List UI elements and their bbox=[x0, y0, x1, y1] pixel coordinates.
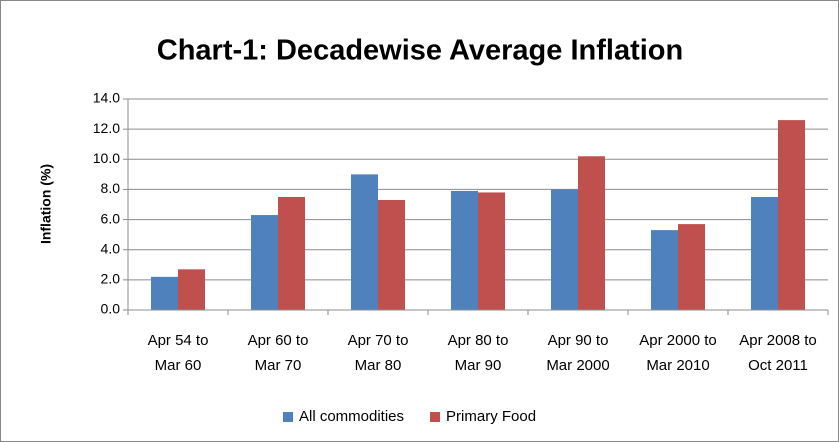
x-tick-label: Apr 70 to Mar 80 bbox=[347, 332, 409, 374]
bar bbox=[551, 189, 578, 310]
bar bbox=[278, 196, 305, 310]
x-tick-label: Apr 90 to Mar 2000 bbox=[546, 332, 610, 374]
legend-swatch bbox=[430, 412, 441, 422]
y-tick-label: 10.0 bbox=[93, 150, 120, 166]
x-tick-label: Apr 2000 to Mar 2010 bbox=[639, 332, 717, 374]
x-tick-label: Apr 2008 to Oct 2011 bbox=[739, 332, 817, 374]
y-tick-label: 14.0 bbox=[93, 90, 120, 106]
bar bbox=[478, 192, 505, 310]
legend-label: All commodities bbox=[299, 408, 404, 425]
y-tick-label: 6.0 bbox=[101, 210, 121, 226]
bar bbox=[378, 199, 405, 310]
bar bbox=[678, 224, 705, 310]
y-axis-label: Inflation (%) bbox=[38, 164, 54, 244]
bar bbox=[651, 230, 678, 310]
bar bbox=[578, 156, 605, 310]
x-tick-label: Apr 60 to Mar 70 bbox=[247, 332, 309, 374]
y-tick-label: 2.0 bbox=[101, 271, 121, 287]
x-tick-label: Apr 54 to Mar 60 bbox=[147, 332, 209, 374]
bar bbox=[778, 120, 805, 310]
bar bbox=[251, 215, 278, 310]
y-tick-label: 4.0 bbox=[101, 240, 121, 256]
y-tick-label: 12.0 bbox=[93, 120, 120, 136]
bar bbox=[351, 174, 378, 310]
bar bbox=[151, 276, 178, 310]
x-tick-label: Apr 80 to Mar 90 bbox=[447, 332, 509, 374]
bar bbox=[751, 196, 778, 310]
y-tick-label: 0.0 bbox=[101, 301, 121, 317]
y-tick-label: 8.0 bbox=[101, 180, 121, 196]
legend-swatch bbox=[283, 412, 293, 422]
chart-title: Chart-1: Decadewise Average Inflation bbox=[157, 35, 683, 67]
legend-label: Primary Food bbox=[446, 408, 536, 425]
bar bbox=[451, 190, 478, 310]
bar bbox=[178, 269, 205, 310]
